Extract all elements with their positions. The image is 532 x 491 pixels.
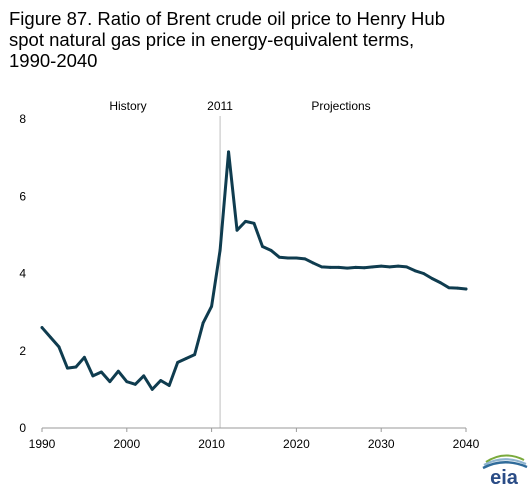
data-point — [40, 326, 44, 329]
chart-title: Figure 87. Ratio of Brent crude oil pric… — [9, 8, 524, 71]
data-point — [193, 353, 197, 357]
eia-logo-swoosh-dark — [482, 461, 528, 470]
y-tick-label: 8 — [19, 112, 26, 126]
data-point — [405, 265, 409, 269]
chart-title-line-2: spot natural gas price in energy-equival… — [9, 29, 415, 50]
data-point — [176, 360, 180, 364]
data-point — [295, 256, 298, 260]
data-point — [227, 150, 230, 154]
data-point — [244, 219, 247, 223]
data-point — [413, 269, 417, 273]
data-point — [371, 265, 375, 269]
x-tick-label: 2000 — [113, 437, 140, 451]
data-point — [328, 265, 332, 269]
data-point — [235, 228, 239, 232]
data-point — [83, 355, 86, 359]
data-point — [261, 245, 264, 248]
x-axis-tick-labels: 1990 2000 2010 2020 2030 2040 — [29, 437, 480, 451]
y-axis-tick-labels: 0 2 4 6 8 — [19, 112, 26, 435]
data-point — [286, 256, 290, 260]
data-point — [311, 261, 315, 265]
series-group — [40, 150, 468, 391]
eia-logo-swoosh-light — [483, 458, 527, 466]
data-point — [57, 345, 61, 349]
data-point — [184, 357, 188, 360]
data-point — [278, 255, 281, 259]
data-point — [108, 380, 112, 384]
data-point — [464, 287, 468, 291]
x-tick-label: 2030 — [368, 437, 395, 451]
data-point — [447, 286, 451, 290]
y-tick-label: 0 — [19, 421, 26, 435]
data-point — [439, 281, 442, 285]
data-point — [133, 382, 137, 386]
data-point — [150, 387, 154, 391]
x-tick-label: 1990 — [29, 437, 56, 451]
y-tick-label: 6 — [19, 189, 26, 203]
data-point — [142, 374, 146, 378]
data-point — [362, 266, 366, 270]
data-point — [218, 248, 222, 252]
series-line — [40, 150, 468, 391]
data-point — [252, 221, 256, 225]
eia-logo: eia — [482, 454, 528, 488]
data-point — [167, 384, 171, 387]
data-point — [91, 374, 95, 378]
divider-year-annotation: 2011 — [207, 99, 233, 113]
x-axis-tick-marks — [41, 428, 467, 432]
eia-logo-text: eia — [490, 467, 519, 488]
y-tick-label: 2 — [19, 344, 26, 358]
data-point — [422, 272, 425, 275]
data-point — [49, 335, 52, 339]
data-point — [456, 286, 459, 290]
data-point — [388, 265, 392, 269]
chart-title-line-3: 1990-2040 — [9, 50, 98, 71]
data-point — [320, 265, 324, 269]
eia-logo-swoosh-green — [485, 454, 525, 463]
data-point — [303, 257, 307, 261]
data-point — [116, 369, 120, 373]
x-tick-label: 2040 — [453, 437, 480, 451]
data-point — [379, 264, 383, 268]
data-point — [99, 370, 103, 374]
data-point — [210, 304, 214, 308]
data-point — [430, 277, 434, 280]
data-point — [66, 366, 69, 370]
data-point — [159, 379, 163, 382]
data-point — [74, 365, 78, 369]
x-tick-label: 2010 — [198, 437, 225, 451]
data-point — [354, 265, 358, 269]
y-tick-label: 4 — [19, 267, 26, 281]
data-point — [125, 380, 129, 384]
data-point — [396, 264, 400, 268]
x-tick-label: 2020 — [283, 437, 310, 451]
data-point — [201, 321, 205, 325]
data-point — [345, 266, 349, 270]
projections-annotation: Projections — [311, 99, 370, 113]
data-point — [269, 248, 273, 252]
history-annotation: History — [109, 99, 146, 113]
data-point — [337, 265, 341, 269]
chart-title-line-1: Figure 87. Ratio of Brent crude oil pric… — [9, 8, 445, 29]
